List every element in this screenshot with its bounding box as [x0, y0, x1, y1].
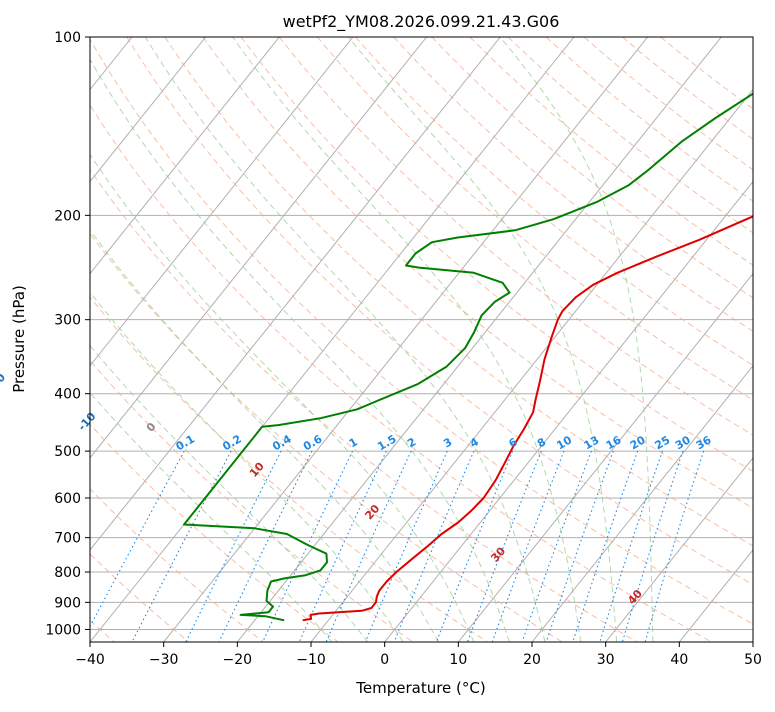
- isotherm-gridline: [237, 37, 721, 642]
- mixing-ratio-label: 16: [604, 433, 624, 452]
- dry-adiabat: [546, 37, 775, 642]
- moist-adiabat: [233, 37, 581, 642]
- dry-adiabat: [12, 37, 637, 642]
- dry-adiabat-label: -20: [0, 371, 8, 395]
- mixing-ratio-line: [263, 451, 353, 642]
- moist-adiabat: [0, 37, 403, 642]
- dry-adiabat: [51, 37, 712, 642]
- y-tick-label: 800: [54, 565, 81, 581]
- chart-title: wetPf2_YM08.2026.099.21.43.G06: [283, 12, 560, 32]
- x-tick-label: −10: [296, 652, 326, 668]
- mixing-ratio-label: 10: [554, 433, 574, 452]
- x-tick-label: −20: [223, 652, 253, 668]
- mixing-ratio-line: [600, 451, 663, 642]
- dry-adiabat-label: 20: [362, 502, 382, 522]
- moist-adiabat: [500, 37, 653, 642]
- moist-adiabat: [78, 37, 510, 642]
- mixing-ratio-label: 0.1: [174, 432, 197, 453]
- y-tick-label: 900: [54, 595, 81, 611]
- background-curves: [0, 37, 775, 642]
- isotherm-gridline: [0, 37, 353, 642]
- dry-adiabat-label: 0: [144, 420, 159, 435]
- dry-adiabat: [0, 37, 263, 642]
- mixing-ratio-label: 13: [582, 433, 602, 452]
- y-tick-label: 500: [54, 444, 81, 460]
- dewpoint-line: [184, 37, 775, 620]
- isotherm-gridline: [385, 37, 775, 642]
- x-axis-label: Temperature (°C): [355, 679, 485, 697]
- mixing-ratio-label: 0.2: [220, 432, 243, 453]
- x-tick-label: 30: [597, 652, 615, 668]
- isotherm-gridline: [606, 37, 775, 642]
- grid-lines: [0, 37, 775, 642]
- moist-adiabat: [0, 37, 368, 642]
- dry-adiabat: [470, 37, 775, 642]
- mixing-ratio-label: 2: [405, 435, 418, 450]
- dry-adiabat-label: 10: [247, 459, 267, 479]
- mixing-ratio-label: 4: [468, 435, 481, 450]
- y-tick-label: 700: [54, 531, 81, 547]
- dry-adiabat: [317, 37, 775, 642]
- moist-adiabat: [0, 37, 332, 642]
- dry-adiabat: [0, 37, 189, 642]
- x-tick-label: 20: [523, 652, 541, 668]
- y-tick-label: 300: [54, 313, 81, 329]
- moist-adiabat: [145, 37, 545, 642]
- dry-adiabat: [584, 37, 775, 642]
- dry-adiabat-label: 30: [488, 544, 508, 564]
- isotherm-gridline: [0, 37, 427, 642]
- y-tick-label: 400: [54, 387, 81, 403]
- y-axis-label: Pressure (hPa): [10, 285, 28, 393]
- dry-adiabat-label: 40: [625, 587, 645, 607]
- isotherm-gridline: [753, 37, 775, 642]
- mixing-ratio-line: [82, 451, 184, 642]
- mixing-ratio-line: [468, 451, 542, 642]
- dry-adiabat: [508, 37, 775, 642]
- x-tick-label: 10: [449, 652, 467, 668]
- moist-adiabat: [24, 37, 474, 642]
- isotherm-gridline: [16, 37, 500, 642]
- x-tick-label: −30: [149, 652, 179, 668]
- mixing-ratio-label: 25: [653, 433, 673, 452]
- x-tick-label: 0: [380, 652, 389, 668]
- x-tick-label: 50: [744, 652, 762, 668]
- y-tick-label: 200: [54, 208, 81, 224]
- mixing-ratio-label: 1: [347, 435, 360, 450]
- isotherm-gridline: [0, 37, 279, 642]
- mixing-ratio-label: 0.6: [301, 432, 325, 453]
- mixing-ratio-line: [546, 451, 613, 642]
- mixing-ratio-label: 3: [441, 435, 454, 450]
- x-tick-label: −40: [75, 652, 105, 668]
- mixing-ratio-label: 20: [628, 433, 648, 452]
- mixing-ratio-line: [645, 451, 703, 642]
- mixing-ratio-label: 8: [535, 435, 548, 450]
- y-tick-label: 600: [54, 491, 81, 507]
- moist-adiabat: [0, 37, 439, 642]
- moist-adiabat: [348, 37, 616, 642]
- isotherm-gridline: [0, 37, 206, 642]
- temperature-line: [303, 37, 775, 620]
- x-axis-ticks: −40 −30 −20 −10 0 10 20 30 40 50: [75, 642, 762, 668]
- dry-adiabat: [0, 37, 562, 642]
- x-tick-label: 40: [670, 652, 688, 668]
- mixing-ratio-label: 0.4: [270, 432, 294, 453]
- sounding-series: [184, 37, 775, 620]
- mixing-ratio-label: 1.5: [375, 432, 398, 453]
- dry-adiabat: [203, 37, 775, 642]
- mixing-ratio-line: [522, 451, 591, 642]
- dry-adiabat: [0, 37, 488, 642]
- y-tick-label: 1000: [45, 622, 81, 638]
- isotherm-gridline: [311, 37, 775, 642]
- y-axis-ticks: 100 200 300 400 500 600 700 800 900 1000: [45, 30, 90, 638]
- mixing-ratio-line: [436, 451, 512, 642]
- isotherm-gridline: [0, 37, 58, 642]
- mixing-ratio-label: 30: [673, 433, 693, 452]
- y-tick-label: 100: [54, 30, 81, 46]
- dry-adiabat: [394, 37, 775, 642]
- isotherm-gridline: [679, 37, 775, 642]
- isotherm-gridline: [164, 37, 648, 642]
